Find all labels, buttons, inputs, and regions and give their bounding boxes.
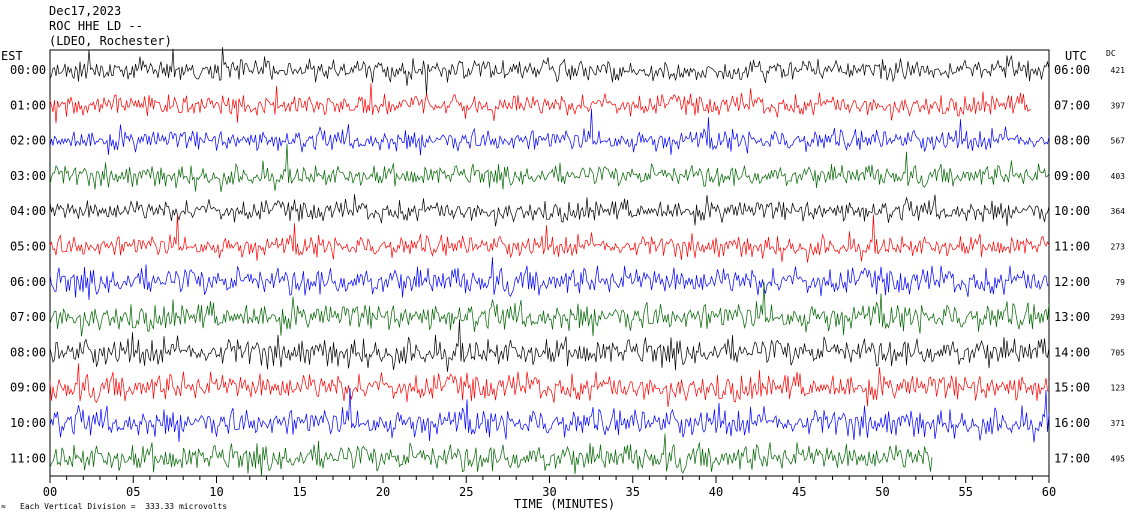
trace-0500	[49, 214, 1050, 263]
est-hour-label: 05:00	[10, 240, 46, 254]
x-tick-label: 25	[459, 485, 473, 499]
est-label: EST	[1, 49, 23, 63]
dc-label: DC	[1106, 49, 1116, 58]
utc-hour-label: 14:00	[1054, 345, 1090, 359]
trace-0300	[49, 143, 1050, 193]
utc-hour-label: 16:00	[1054, 416, 1090, 430]
trace-0600	[49, 257, 1050, 300]
trace-0200	[49, 108, 1050, 156]
utc-hour-label: 15:00	[1054, 381, 1090, 395]
est-hour-label: 02:00	[10, 134, 46, 148]
utc-hour-label: 09:00	[1054, 169, 1090, 183]
est-hour-label: 10:00	[10, 416, 46, 430]
trace-0000	[49, 47, 1050, 95]
x-tick-label: 05	[126, 485, 140, 499]
trace-0900	[49, 363, 1050, 408]
x-tick-label: 20	[376, 485, 390, 499]
est-hour-label: 04:00	[10, 204, 46, 218]
est-hour-label: 00:00	[10, 63, 46, 77]
x-tick-label: 55	[959, 485, 973, 499]
dc-offset-label: 567	[1111, 137, 1126, 146]
date-label: Dec17,2023	[49, 4, 122, 18]
dc-offset-label: 495	[1111, 454, 1126, 463]
x-tick-label: 10	[209, 485, 223, 499]
utc-hour-label: 07:00	[1054, 98, 1090, 112]
x-tick-label: 50	[875, 485, 889, 499]
dc-offset-label: 123	[1111, 384, 1126, 393]
trace-1100	[49, 433, 933, 477]
x-tick-label: 40	[709, 485, 723, 499]
x-tick-label: 00	[43, 485, 57, 499]
dc-offset-label: 273	[1111, 243, 1126, 252]
utc-hour-label: 17:00	[1054, 451, 1090, 465]
x-axis-label: TIME (MINUTES)	[514, 497, 616, 511]
dc-offset-label: 421	[1111, 66, 1126, 75]
est-hour-label: 08:00	[10, 345, 46, 359]
utc-label: UTC	[1065, 49, 1087, 63]
est-hour-label: 06:00	[10, 275, 46, 289]
trace-0700	[49, 282, 1050, 337]
location-label: (LDEO, Rochester)	[49, 34, 172, 48]
x-tick-label: 45	[792, 485, 806, 499]
est-hour-label: 11:00	[10, 451, 46, 465]
utc-hour-label: 11:00	[1054, 240, 1090, 254]
est-hour-label: 03:00	[10, 169, 46, 183]
dc-offset-label: 79	[1115, 278, 1125, 287]
est-hour-label: 01:00	[10, 98, 46, 112]
utc-hour-label: 12:00	[1054, 275, 1090, 289]
trace-0800	[49, 319, 1050, 372]
dc-offset-label: 371	[1111, 419, 1126, 428]
dc-offset-label: 293	[1111, 313, 1126, 322]
utc-hour-label: 08:00	[1054, 134, 1090, 148]
est-hour-label: 07:00	[10, 310, 46, 324]
x-tick-label: 60	[1042, 485, 1056, 499]
dc-offset-label: 364	[1111, 207, 1126, 216]
dc-offset-label: 705	[1111, 348, 1126, 357]
utc-hour-label: 06:00	[1054, 63, 1090, 77]
dc-offset-label: 397	[1111, 101, 1126, 110]
utc-hour-label: 13:00	[1054, 310, 1090, 324]
trace-1000	[49, 387, 1050, 443]
trace-0100	[49, 83, 1032, 124]
station-label: ROC HHE LD --	[49, 19, 143, 33]
dc-offset-label: 403	[1111, 172, 1126, 181]
x-tick-label: 30	[542, 485, 556, 499]
x-tick-label: 35	[626, 485, 640, 499]
footnote-icon: ≈	[1, 502, 6, 511]
utc-hour-label: 10:00	[1054, 204, 1090, 218]
trace-0400	[49, 194, 1050, 227]
plot-frame	[49, 49, 1050, 477]
footnote: Each Vertical Division = 333.33 microvol…	[20, 502, 228, 511]
x-tick-label: 15	[293, 485, 307, 499]
est-hour-label: 09:00	[10, 381, 46, 395]
